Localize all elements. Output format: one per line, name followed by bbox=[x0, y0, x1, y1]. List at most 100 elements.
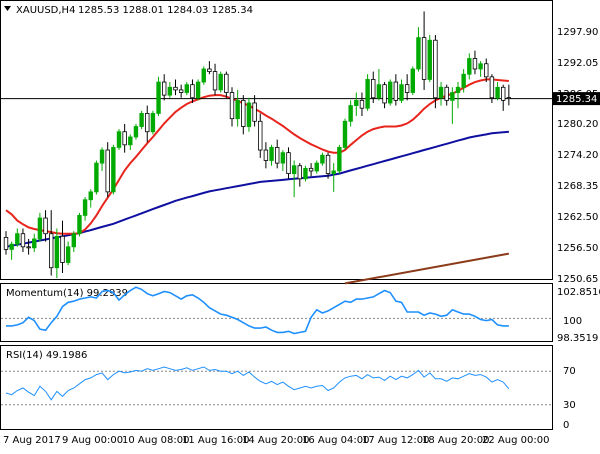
candle bbox=[376, 68, 382, 101]
time-tick: 17 Aug 12:00 bbox=[362, 435, 429, 446]
candle bbox=[359, 92, 365, 117]
candle bbox=[438, 82, 444, 106]
candle-body bbox=[399, 84, 404, 101]
candle-body bbox=[320, 154, 325, 164]
candle-body bbox=[416, 37, 421, 70]
candle-body bbox=[190, 84, 195, 99]
candle-body bbox=[167, 86, 173, 96]
candle-body bbox=[342, 120, 348, 148]
candle-body bbox=[303, 167, 308, 180]
candle bbox=[43, 210, 48, 242]
candle bbox=[286, 147, 291, 179]
candle bbox=[99, 147, 105, 171]
candle-body bbox=[77, 215, 82, 235]
candle bbox=[365, 74, 370, 111]
momentum-panel-frame bbox=[0, 283, 553, 342]
candle bbox=[263, 142, 269, 169]
candle bbox=[303, 165, 308, 182]
candle bbox=[212, 63, 218, 96]
candle-body bbox=[145, 113, 150, 133]
candle bbox=[190, 79, 195, 103]
time-tick: 7 Aug 2017 bbox=[3, 435, 61, 446]
current-price-box bbox=[553, 92, 600, 106]
candle-body bbox=[139, 113, 144, 127]
candle bbox=[331, 163, 336, 192]
time-tick: 22 Aug 00:00 bbox=[482, 435, 549, 446]
candle-body bbox=[404, 84, 410, 93]
candle-body bbox=[212, 71, 218, 91]
candle bbox=[145, 105, 150, 143]
momentum-tick: 98.3519 bbox=[557, 333, 598, 344]
candle bbox=[320, 152, 325, 166]
candle bbox=[54, 228, 60, 279]
collapse-triangle-icon bbox=[4, 6, 11, 11]
rsi-panel-frame bbox=[0, 345, 553, 430]
candle bbox=[314, 160, 319, 174]
candle-body bbox=[116, 131, 122, 148]
candle bbox=[427, 34, 432, 83]
candle bbox=[3, 231, 9, 255]
candle-body bbox=[60, 235, 65, 263]
ma-slow-line bbox=[344, 252, 510, 285]
current-price-tag: 1285.34 bbox=[553, 92, 600, 106]
time-axis: 7 Aug 2017 9 Aug 00:00 10 Aug 08:00 11 A… bbox=[3, 435, 549, 446]
candle bbox=[399, 79, 404, 103]
candle bbox=[82, 197, 88, 221]
candle-body bbox=[484, 63, 489, 78]
candle-body bbox=[133, 126, 139, 138]
candle-body bbox=[506, 97, 512, 99]
candle bbox=[161, 74, 167, 101]
candle-body bbox=[201, 68, 206, 83]
candle bbox=[150, 110, 156, 135]
candle-body bbox=[495, 86, 500, 99]
candle-body bbox=[252, 102, 257, 122]
candle bbox=[252, 95, 257, 127]
candle-body bbox=[54, 235, 60, 269]
candle bbox=[444, 84, 449, 106]
candle bbox=[229, 87, 235, 127]
candle bbox=[88, 189, 93, 208]
candle bbox=[274, 139, 280, 169]
candle-body bbox=[161, 81, 167, 96]
candle-body bbox=[37, 217, 43, 240]
candle bbox=[342, 118, 348, 151]
candle bbox=[207, 61, 212, 75]
candle-body bbox=[308, 167, 314, 172]
candle-body bbox=[467, 58, 472, 75]
candle bbox=[500, 84, 506, 111]
candle bbox=[122, 123, 127, 153]
candle bbox=[65, 241, 71, 266]
candle bbox=[404, 74, 410, 101]
candle-body bbox=[105, 149, 110, 193]
price-tick: 1280.20 bbox=[557, 119, 598, 130]
candle bbox=[308, 163, 314, 177]
momentum-axis: 102.8516 100 98.3519 bbox=[557, 287, 600, 344]
candle-body bbox=[269, 147, 274, 161]
candle bbox=[32, 233, 37, 253]
candle-body bbox=[478, 63, 483, 70]
candle-body bbox=[94, 162, 99, 193]
candle bbox=[371, 71, 376, 103]
candle bbox=[37, 212, 43, 242]
candle-body bbox=[32, 238, 37, 249]
candle-body bbox=[365, 79, 370, 109]
candle-body bbox=[241, 99, 246, 127]
rsi-axis: 70 30 0 bbox=[563, 366, 576, 431]
candle bbox=[297, 163, 302, 187]
candle bbox=[416, 27, 421, 72]
candle bbox=[20, 228, 26, 253]
candle bbox=[467, 53, 472, 80]
candle-body bbox=[444, 86, 449, 101]
candle-body bbox=[235, 99, 240, 120]
candle bbox=[455, 82, 461, 109]
price-tick: 1256.50 bbox=[557, 243, 598, 254]
candle bbox=[105, 142, 110, 198]
candle bbox=[241, 95, 246, 135]
momentum-plot bbox=[1, 286, 552, 335]
candle-body bbox=[297, 165, 302, 180]
candle bbox=[9, 241, 14, 260]
ohlc-label: 1285.53 1288.01 1284.03 1285.34 bbox=[78, 5, 253, 16]
candle-body bbox=[280, 152, 286, 164]
candle bbox=[269, 144, 274, 166]
